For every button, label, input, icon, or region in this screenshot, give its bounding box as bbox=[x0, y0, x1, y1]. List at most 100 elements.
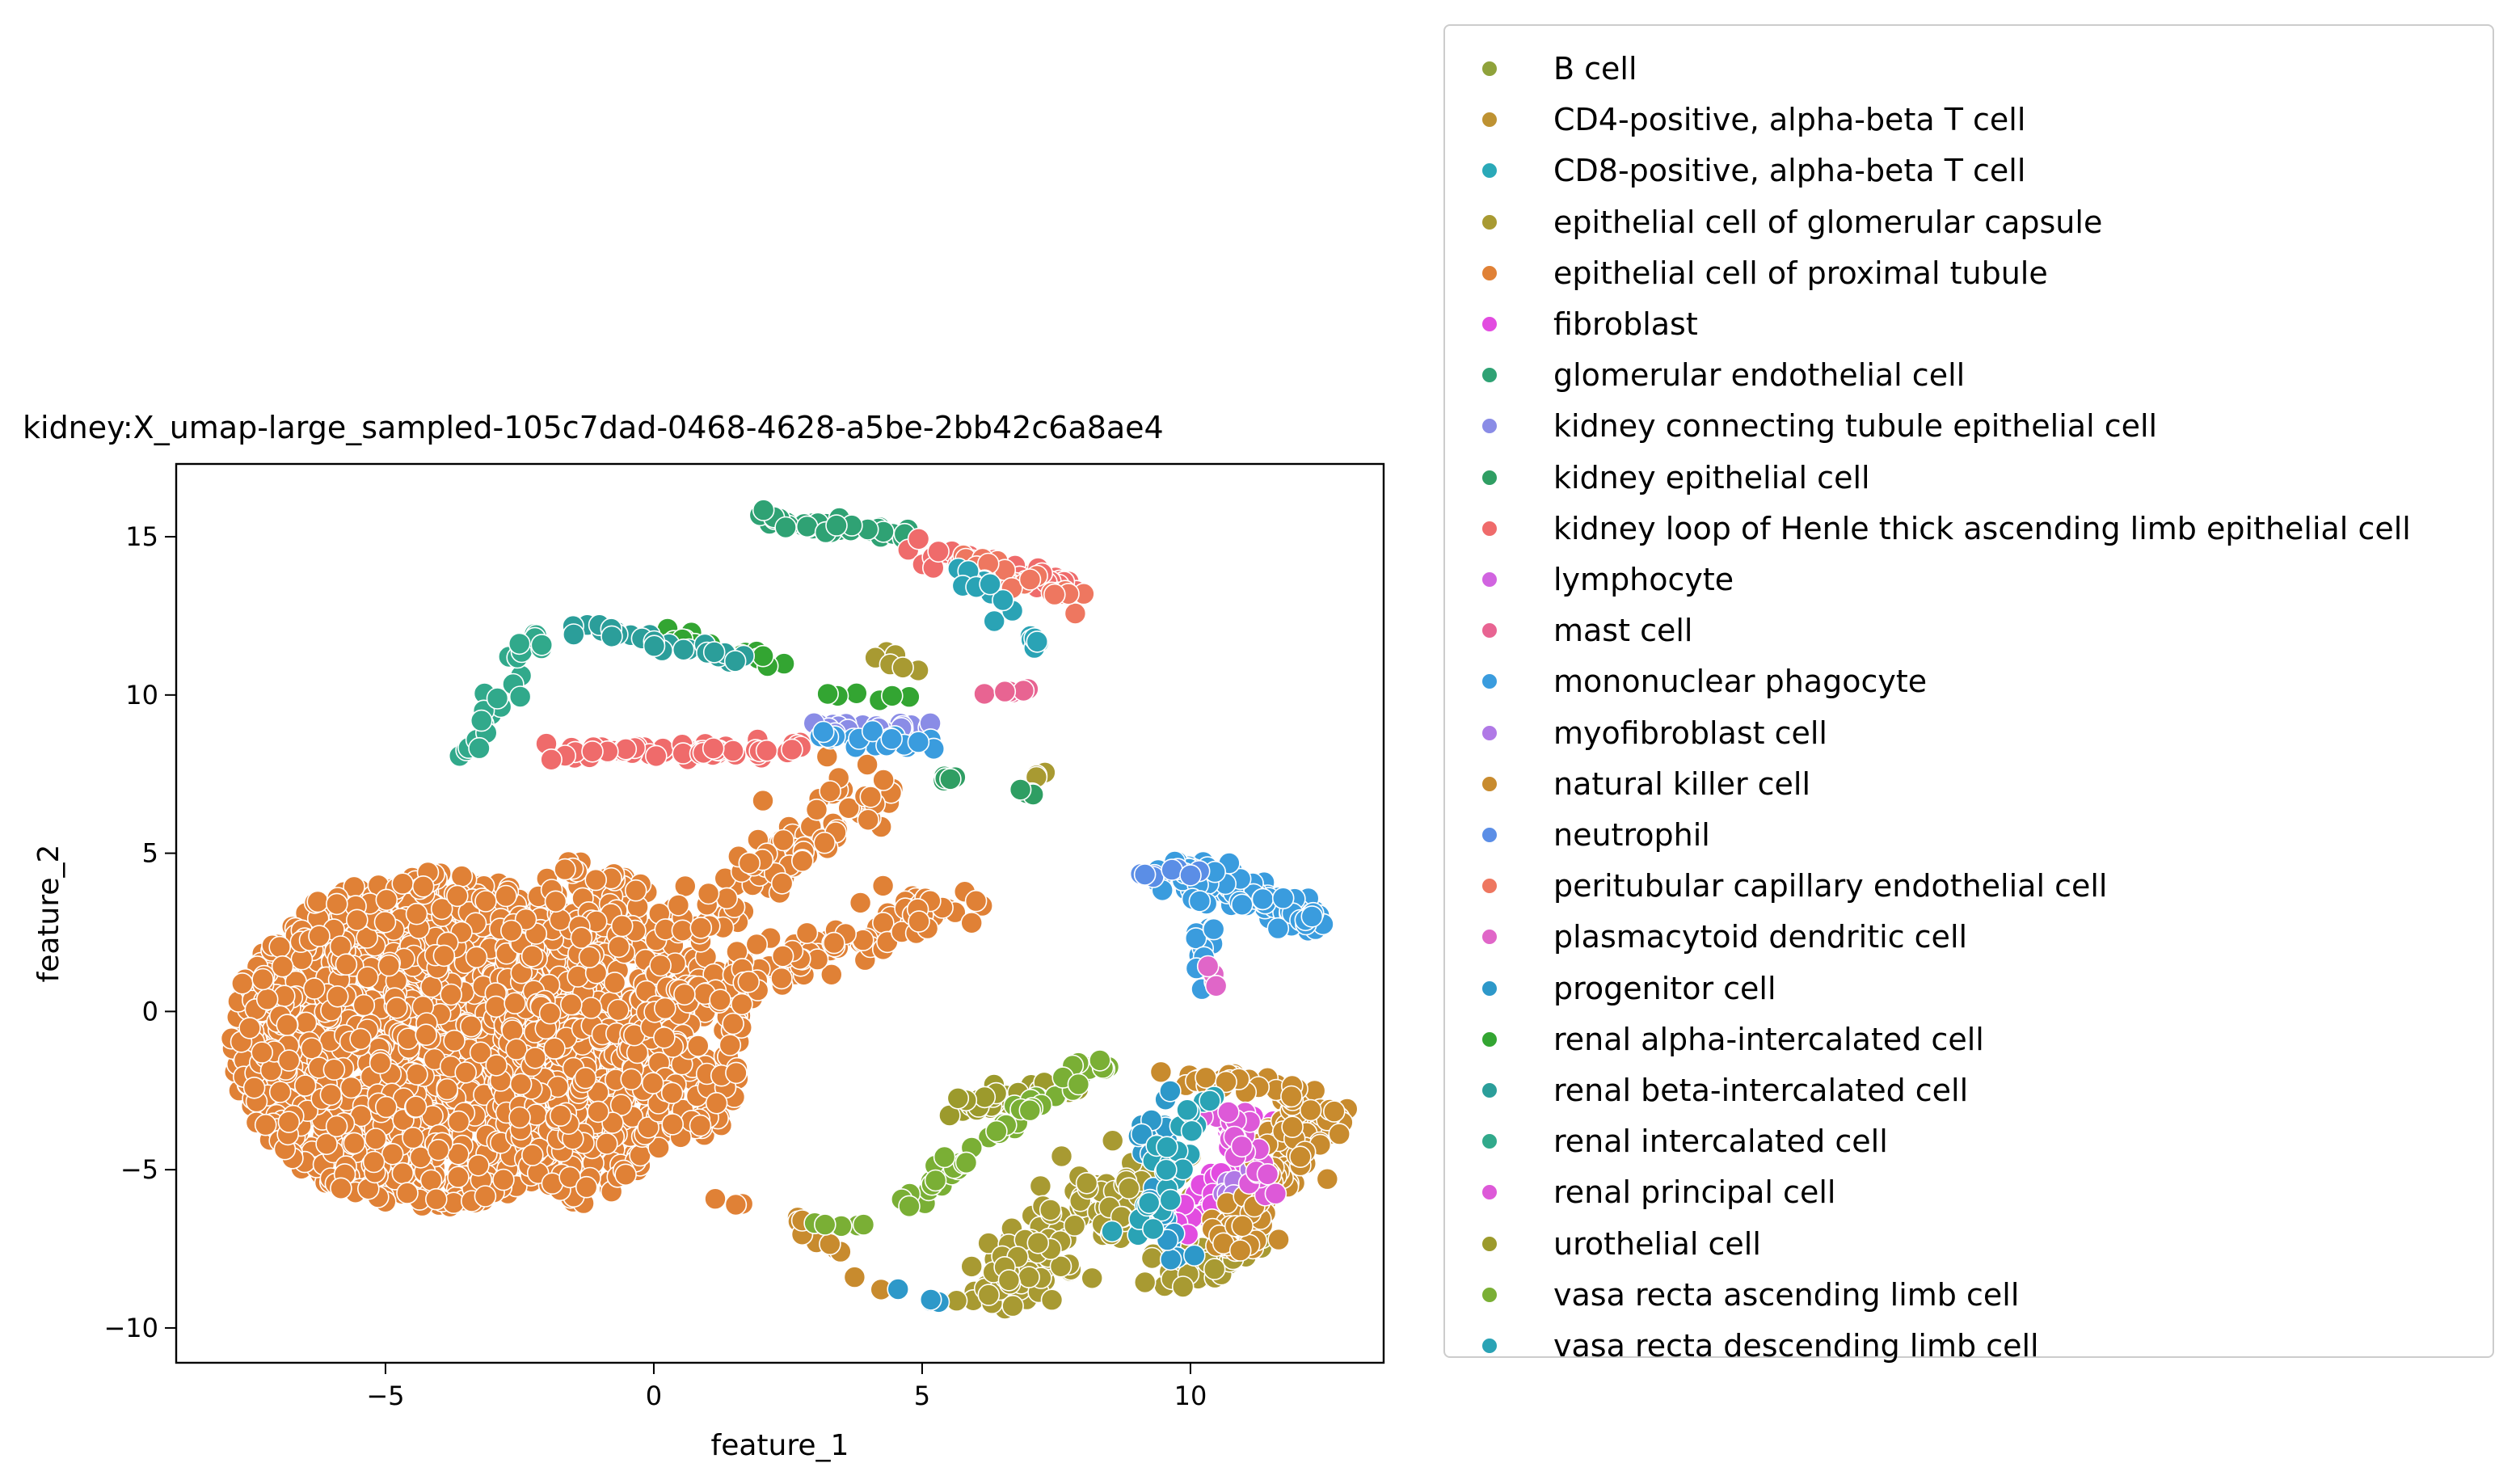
y-tick-label: −10 bbox=[103, 1313, 158, 1343]
data-point bbox=[277, 1111, 301, 1133]
data-point bbox=[543, 1037, 566, 1060]
data-point bbox=[251, 1041, 274, 1064]
data-point bbox=[1316, 1167, 1339, 1191]
data-point bbox=[404, 1095, 428, 1118]
data-point bbox=[738, 852, 761, 875]
data-point bbox=[1049, 1255, 1072, 1278]
data-point bbox=[322, 1058, 346, 1081]
data-point bbox=[454, 1061, 478, 1084]
legend-marker-icon bbox=[1481, 111, 1498, 129]
legend-label: renal principal cell bbox=[1553, 1174, 1836, 1211]
data-point bbox=[1159, 1248, 1182, 1271]
y-tick-label: 5 bbox=[142, 838, 158, 869]
data-point bbox=[391, 872, 415, 895]
data-point bbox=[562, 623, 585, 646]
data-point bbox=[985, 1119, 1008, 1143]
legend-label: epithelial cell of proximal tubule bbox=[1553, 255, 2048, 291]
data-point bbox=[470, 709, 493, 732]
data-point bbox=[492, 1168, 515, 1191]
data-point bbox=[486, 687, 509, 710]
data-point bbox=[554, 858, 576, 881]
data-point bbox=[725, 1061, 748, 1085]
data-point bbox=[339, 1076, 363, 1099]
legend-label: glomerular endothelial cell bbox=[1553, 357, 1966, 394]
data-point bbox=[964, 889, 988, 913]
data-point bbox=[1180, 1119, 1203, 1143]
series-points bbox=[973, 677, 1039, 706]
data-point bbox=[939, 768, 962, 790]
data-point bbox=[579, 997, 603, 1019]
data-point bbox=[811, 720, 835, 744]
data-point bbox=[601, 625, 623, 648]
data-point bbox=[1161, 858, 1183, 881]
legend-marker-icon bbox=[1481, 468, 1498, 487]
data-point bbox=[960, 1255, 983, 1278]
data-point bbox=[268, 1081, 292, 1103]
data-point bbox=[574, 1066, 597, 1090]
legend-marker-icon bbox=[1481, 213, 1498, 231]
data-point bbox=[752, 499, 775, 521]
legend-label: B cell bbox=[1553, 51, 1637, 86]
data-point bbox=[752, 789, 774, 812]
data-point bbox=[415, 1023, 438, 1046]
data-point bbox=[924, 1169, 947, 1192]
data-point bbox=[1196, 955, 1220, 978]
data-point bbox=[300, 1037, 323, 1060]
data-point bbox=[823, 931, 845, 955]
data-point bbox=[465, 946, 488, 969]
data-point bbox=[1289, 1145, 1312, 1168]
data-point bbox=[1089, 1049, 1111, 1072]
data-point bbox=[898, 1195, 921, 1218]
data-point bbox=[559, 993, 583, 1016]
data-point bbox=[1137, 1191, 1161, 1215]
legend-marker-icon bbox=[1481, 1285, 1498, 1304]
data-point bbox=[306, 890, 330, 913]
data-point bbox=[610, 914, 634, 938]
legend-label: kidney connecting tubule epithelial cell bbox=[1553, 408, 2158, 445]
data-point bbox=[737, 970, 761, 993]
data-point bbox=[447, 1110, 470, 1133]
data-point bbox=[485, 1054, 508, 1077]
data-point bbox=[302, 977, 326, 1000]
data-point bbox=[230, 972, 254, 995]
data-point bbox=[805, 798, 828, 821]
legend-label: renal alpha-intercalated cell bbox=[1553, 1021, 1984, 1057]
data-point bbox=[1264, 1182, 1287, 1205]
data-point bbox=[1039, 1199, 1062, 1221]
data-point bbox=[624, 879, 647, 902]
data-point bbox=[715, 887, 739, 910]
legend-label: CD4-positive, alpha-beta T cell bbox=[1553, 102, 2026, 138]
data-point bbox=[1183, 1244, 1206, 1267]
data-point bbox=[880, 727, 903, 751]
data-point bbox=[445, 884, 469, 908]
series-points bbox=[748, 499, 920, 550]
data-point bbox=[825, 514, 848, 537]
data-point bbox=[459, 1014, 483, 1038]
data-point bbox=[1081, 1267, 1103, 1290]
data-point bbox=[1231, 1215, 1254, 1237]
data-point bbox=[549, 909, 571, 931]
data-point bbox=[251, 968, 274, 991]
data-point bbox=[653, 1027, 676, 1049]
data-point bbox=[427, 1138, 450, 1161]
data-point bbox=[1018, 1266, 1040, 1288]
data-point bbox=[575, 1175, 598, 1199]
data-point bbox=[1063, 1214, 1086, 1237]
y-tick-label: 15 bbox=[125, 521, 158, 552]
data-point bbox=[973, 1086, 997, 1109]
data-point bbox=[567, 965, 589, 988]
data-point bbox=[722, 740, 744, 762]
legend-label: fibroblast bbox=[1553, 306, 1698, 342]
data-point bbox=[495, 884, 517, 908]
data-point bbox=[852, 1213, 875, 1236]
data-point bbox=[432, 944, 456, 968]
data-point bbox=[603, 972, 626, 994]
data-point bbox=[752, 644, 774, 668]
data-point bbox=[1012, 679, 1035, 702]
data-point bbox=[419, 975, 443, 998]
data-point bbox=[1188, 890, 1212, 913]
data-point bbox=[723, 650, 747, 672]
data-point bbox=[540, 748, 563, 771]
data-point bbox=[255, 988, 279, 1010]
points-layer bbox=[220, 499, 1359, 1320]
